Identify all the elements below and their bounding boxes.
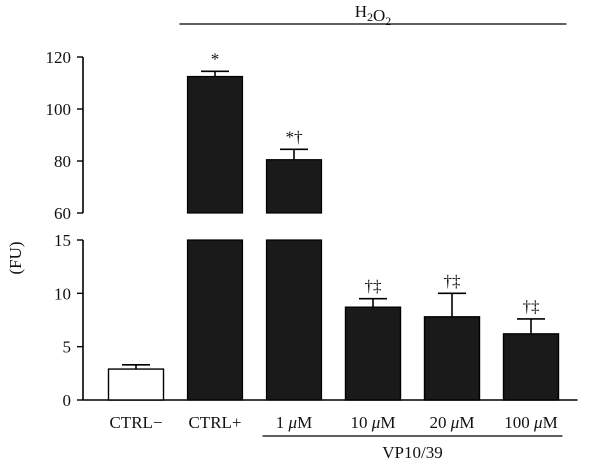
bar <box>265 239 323 401</box>
bar-upper-segment <box>186 75 244 214</box>
x-tick-label: CTRL− <box>109 413 162 432</box>
significance-marker: *† <box>286 127 303 146</box>
y-tick-label: 0 <box>63 391 72 410</box>
y-tick-label: 60 <box>54 204 71 223</box>
x-tick-label: 20 μM <box>430 413 475 432</box>
y-tick-label: 10 <box>54 284 71 303</box>
significance-marker: * <box>211 49 220 68</box>
significance-marker: †‡ <box>365 277 382 296</box>
y-tick-label: 80 <box>54 152 71 171</box>
significance-marker: †‡ <box>444 271 461 290</box>
significance-marker: †‡ <box>523 297 540 316</box>
bar <box>423 316 481 401</box>
y-tick-label: 100 <box>46 100 72 119</box>
labels-group: CTRL− * CTRL+ *† 1 μM †‡ 10 μM †‡ 20 μM †‡ 100 μM H… <box>109 2 567 462</box>
x-tick-label: CTRL+ <box>188 413 241 432</box>
y-tick-label: 120 <box>46 48 72 67</box>
bars-group <box>107 70 560 401</box>
x-tick-label: 100 μM <box>504 413 557 432</box>
x-tick-label: 10 μM <box>351 413 396 432</box>
vp-group-label: VP10/39 <box>382 443 442 462</box>
bar-upper-segment <box>265 159 323 214</box>
y-tick-label: 15 <box>54 231 71 250</box>
bar <box>502 333 560 401</box>
x-tick-label: 1 μM <box>276 413 312 432</box>
h2o2-group-label: H2O2 <box>355 2 392 28</box>
chart-axes: 0 5 10 15 60 80 100 120 <box>46 48 578 410</box>
bar <box>107 368 165 401</box>
bar <box>186 239 244 401</box>
y-axis-label: (FU) <box>6 241 25 274</box>
bar <box>344 306 402 401</box>
y-tick-label: 5 <box>63 338 72 357</box>
